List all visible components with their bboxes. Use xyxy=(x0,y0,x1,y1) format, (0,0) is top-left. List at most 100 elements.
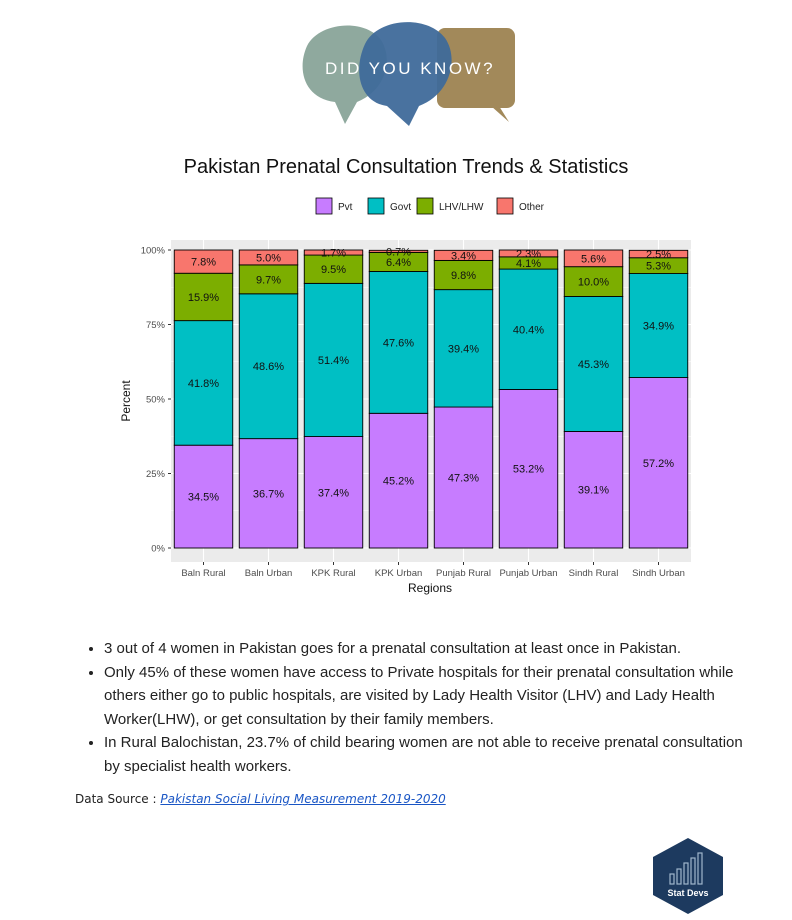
data-label: 10.0% xyxy=(578,277,609,289)
bar-segment xyxy=(563,431,624,549)
data-label: 9.7% xyxy=(256,274,281,286)
bar-segment xyxy=(563,296,624,432)
data-label: 47.3% xyxy=(448,473,479,485)
data-label: 45.2% xyxy=(383,476,414,488)
data-label: 7.8% xyxy=(191,257,216,269)
x-tick-label: Baln Rural xyxy=(181,568,225,579)
bar-segment xyxy=(433,406,494,549)
data-label: 6.4% xyxy=(386,257,411,269)
legend-label: Pvt xyxy=(338,202,353,213)
key-fact-item: In Rural Balochistan, 23.7% of child bea… xyxy=(104,731,754,778)
bar-segment xyxy=(238,293,299,440)
stacked-bar-chart: Pvt Govt LHV/LHW Other 0% 25% 50% 75% 100% 34.5… xyxy=(119,197,691,595)
bar-segment xyxy=(498,268,559,390)
data-label: 47.6% xyxy=(383,337,414,349)
x-tick-label: KPK Urban xyxy=(375,568,423,579)
bar-segment xyxy=(173,444,234,549)
data-label: 5.0% xyxy=(256,252,281,264)
data-label: 9.8% xyxy=(451,270,476,282)
key-facts-list: 3 out of 4 women in Pakistan goes for a … xyxy=(84,637,754,778)
data-label: 3.4% xyxy=(451,250,476,262)
stat-devs-logo: Stat Devs xyxy=(653,838,723,914)
y-tick-label: 0% xyxy=(151,544,165,555)
bar-segment xyxy=(433,259,494,291)
legend-label: Other xyxy=(519,202,545,213)
y-tick-label: 25% xyxy=(146,469,166,480)
bar-segment xyxy=(238,249,299,266)
y-tick-label: 100% xyxy=(141,246,166,257)
data-label: 39.4% xyxy=(448,343,479,355)
bar-segment xyxy=(238,438,299,549)
did-you-know-logo: DID YOU KNOW? xyxy=(302,22,515,127)
chart-title: Pakistan Prenatal Consultation Trends & … xyxy=(183,156,629,178)
data-label: 48.6% xyxy=(253,361,284,373)
bar-segment xyxy=(498,249,559,258)
legend-swatch xyxy=(416,197,434,215)
bar-chart-icon xyxy=(669,852,703,885)
y-tick-label: 75% xyxy=(146,320,166,331)
data-label: 0.7% xyxy=(386,246,411,258)
data-label: 2.3% xyxy=(516,248,541,260)
bar-segment xyxy=(303,254,364,284)
bar-segment xyxy=(368,271,429,414)
legend: Pvt Govt LHV/LHW Other xyxy=(315,197,545,215)
x-tick-label: Baln Urban xyxy=(245,568,293,579)
bar-segment xyxy=(173,272,234,322)
y-axis: 0% 25% 50% 75% 100% xyxy=(141,246,171,555)
x-axis: Baln Rural Baln Urban KPK Rural KPK Urban Pu… xyxy=(181,562,685,579)
bar-segment xyxy=(628,249,689,259)
legend-label: Govt xyxy=(390,202,411,213)
bar-segment xyxy=(173,320,234,446)
bar-segment xyxy=(303,249,364,256)
x-axis-title: Regions xyxy=(408,581,452,595)
data-source-link[interactable]: Pakistan Social Living Measurement 2019-… xyxy=(160,792,446,806)
bar-segment xyxy=(628,377,689,549)
data-label: 4.1% xyxy=(516,258,541,270)
data-label: 9.5% xyxy=(321,264,346,276)
bar-segment xyxy=(433,289,494,408)
bar-segment xyxy=(173,249,234,274)
x-tick-label: Sindh Urban xyxy=(632,568,685,579)
bar-segment xyxy=(238,264,299,295)
data-label: 53.2% xyxy=(513,464,544,476)
legend-swatch xyxy=(315,197,333,215)
y-tick-label: 50% xyxy=(146,395,166,406)
data-label: 36.7% xyxy=(253,488,284,500)
bar-segment xyxy=(303,436,364,549)
legend-label: LHV/LHW xyxy=(439,202,484,213)
badge-text: Stat Devs xyxy=(667,888,708,898)
key-fact-item: Only 45% of these women have access to P… xyxy=(104,661,754,732)
data-label: 5.6% xyxy=(581,253,606,265)
legend-swatch xyxy=(496,197,514,215)
data-label: 34.9% xyxy=(643,321,674,333)
data-label: 51.4% xyxy=(318,355,349,367)
data-source-label: Data Source : xyxy=(75,792,157,806)
logo-text: DID YOU KNOW? xyxy=(325,59,495,78)
key-fact-item: 3 out of 4 women in Pakistan goes for a … xyxy=(104,637,754,661)
data-label: 40.4% xyxy=(513,324,544,336)
data-label: 1.7% xyxy=(321,248,346,260)
data-label: 15.9% xyxy=(188,292,219,304)
bar-segment xyxy=(368,249,429,253)
speech-bubbles-icon xyxy=(302,22,515,127)
x-tick-label: Punjab Urban xyxy=(499,568,557,579)
data-label: 2.5% xyxy=(646,249,671,261)
data-label: 5.3% xyxy=(646,261,671,273)
bars: 34.5% 41.8% 15.9% 7.8% 36.7% 48.6% 9.7% 5.0% 37.… xyxy=(173,246,689,549)
data-label: 41.8% xyxy=(188,378,219,390)
bar-segment xyxy=(563,249,624,268)
x-tick-label: Sindh Rural xyxy=(569,568,619,579)
data-source: Data Source : Pakistan Social Living Mea… xyxy=(75,792,446,806)
data-label: 37.4% xyxy=(318,487,349,499)
data-label: 57.2% xyxy=(643,458,674,470)
bar-segment xyxy=(303,282,364,437)
data-label: 45.3% xyxy=(578,359,609,371)
data-label: 39.1% xyxy=(578,485,609,497)
legend-swatch xyxy=(367,197,385,215)
data-label: 34.5% xyxy=(188,492,219,504)
x-tick-label: KPK Rural xyxy=(311,568,355,579)
y-axis-title: Percent xyxy=(119,380,133,422)
bar-segment xyxy=(433,249,494,261)
bar-segment xyxy=(368,412,429,549)
x-tick-label: Punjab Rural xyxy=(436,568,491,579)
